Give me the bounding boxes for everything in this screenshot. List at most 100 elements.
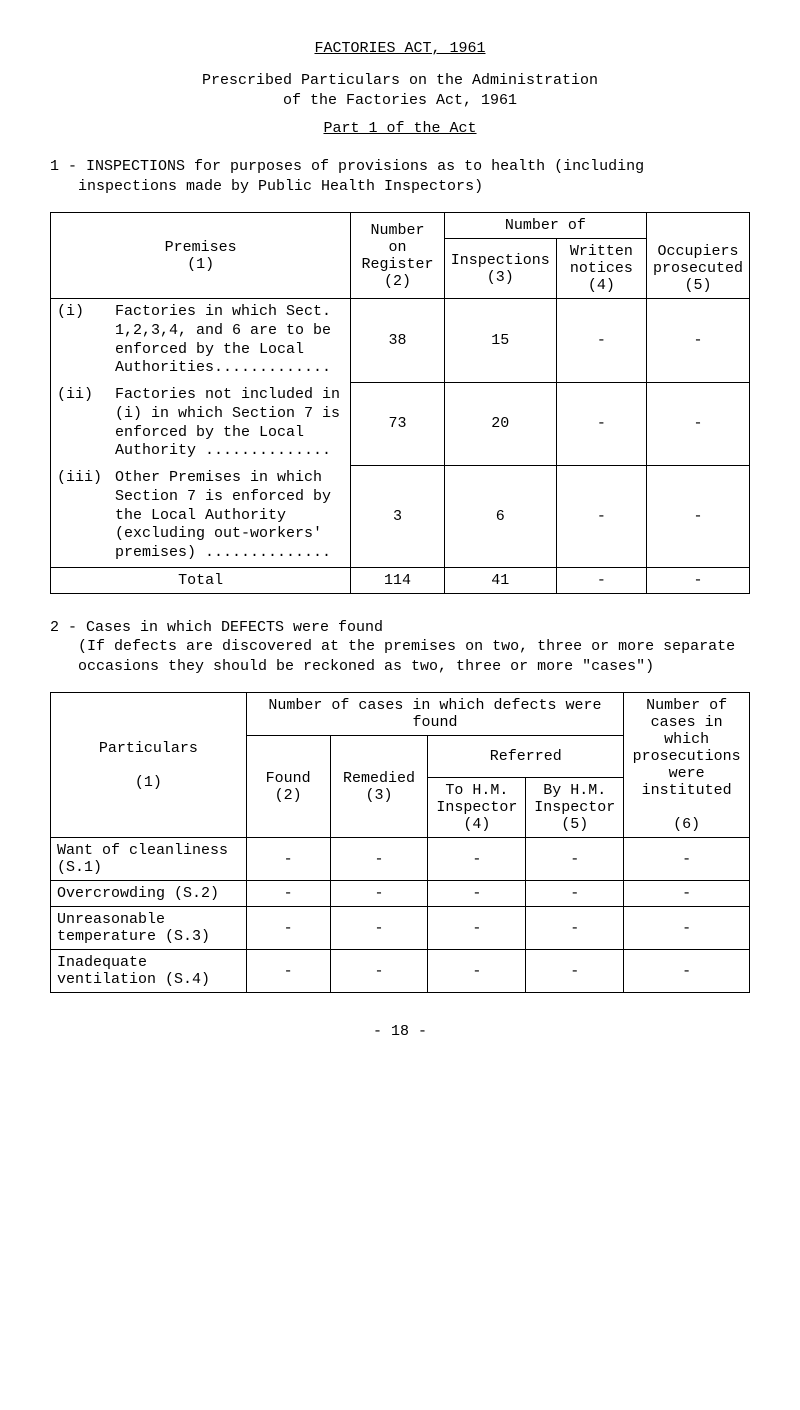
found-value: - <box>246 907 330 950</box>
to-hm-value: - <box>428 838 526 881</box>
particulars-label: Overcrowding (S.2) <box>51 881 247 907</box>
register-value: 3 <box>351 465 444 567</box>
premises-cell: (i) Factories in which Sect. 1,2,3,4, an… <box>51 299 351 383</box>
remedied-value: - <box>330 838 428 881</box>
particulars-label: Unreasonable temperature (S.3) <box>51 907 247 950</box>
header-found-label: Found <box>253 770 324 787</box>
found-value: - <box>246 950 330 993</box>
header-to-hm: To H.M. Inspector (4) <box>428 778 526 838</box>
by-hm-value: - <box>526 881 624 907</box>
header-register: Number on Register (2) <box>351 213 444 299</box>
document-title: FACTORIES ACT, 1961 <box>50 40 750 57</box>
inspections-value: 15 <box>444 299 556 383</box>
particulars-label: Want of cleanliness (S.1) <box>51 838 247 881</box>
remedied-value: - <box>330 881 428 907</box>
section-2-intro: 2 - Cases in which DEFECTS were found (I… <box>50 618 750 677</box>
header-premises-label: Premises <box>57 239 344 256</box>
total-register: 114 <box>351 567 444 593</box>
table-row: Inadequate ventilation (S.4) - - - - - <box>51 950 750 993</box>
header-premises-col: (1) <box>57 256 344 273</box>
document-subtitle: Prescribed Particulars on the Administra… <box>50 71 750 110</box>
table-row: Overcrowding (S.2) - - - - - <box>51 881 750 907</box>
header-notices-label: Written notices <box>563 243 640 277</box>
header-notices-col: (4) <box>563 277 640 294</box>
header-register-label: Number on Register <box>357 222 437 273</box>
prosecutions-value: - <box>624 950 750 993</box>
inspections-value: 6 <box>444 465 556 567</box>
table-row: Unreasonable temperature (S.3) - - - - - <box>51 907 750 950</box>
prosecutions-value: - <box>624 838 750 881</box>
found-value: - <box>246 838 330 881</box>
header-referred: Referred <box>428 736 624 778</box>
table-row: (ii) Factories not included in (i) in wh… <box>51 382 750 465</box>
to-hm-value: - <box>428 907 526 950</box>
total-label: Total <box>51 567 351 593</box>
total-row: Total 114 41 - - <box>51 567 750 593</box>
header-particulars-label: Particulars <box>57 740 240 757</box>
subtitle-line-2: of the Factories Act, 1961 <box>283 92 517 109</box>
total-notices: - <box>556 567 646 593</box>
premises-cell: (ii) Factories not included in (i) in wh… <box>51 382 351 465</box>
header-found: Found (2) <box>246 736 330 838</box>
section-1-intro: 1 - INSPECTIONS for purposes of provisio… <box>50 157 750 196</box>
notices-value: - <box>556 465 646 567</box>
header-remedied: Remedied (3) <box>330 736 428 838</box>
header-premises: Premises (1) <box>51 213 351 299</box>
premises-description: Factories not included in (i) in which S… <box>115 386 344 461</box>
header-by-hm-col: (5) <box>532 816 617 833</box>
by-hm-value: - <box>526 950 624 993</box>
header-number-of: Number of <box>444 213 646 239</box>
roman-numeral: (i) <box>57 303 107 378</box>
total-inspections: 41 <box>444 567 556 593</box>
header-particulars-col: (1) <box>57 774 240 791</box>
header-register-col: (2) <box>357 273 437 290</box>
roman-numeral: (iii) <box>57 469 107 563</box>
remedied-value: - <box>330 907 428 950</box>
total-occupiers: - <box>646 567 749 593</box>
header-prosecutions-label: Number of cases in which prosecutions we… <box>630 697 743 799</box>
header-occupiers-label: Occupiers prosecuted <box>653 243 743 277</box>
occupiers-value: - <box>646 465 749 567</box>
header-occupiers: Occupiers prosecuted (5) <box>646 239 749 299</box>
header-found-col: (2) <box>253 787 324 804</box>
notices-value: - <box>556 382 646 465</box>
table-row: (iii) Other Premises in which Section 7 … <box>51 465 750 567</box>
occupiers-value: - <box>646 299 749 383</box>
by-hm-value: - <box>526 907 624 950</box>
register-value: 73 <box>351 382 444 465</box>
inspections-table: Premises (1) Number on Register (2) Numb… <box>50 212 750 594</box>
header-by-hm: By H.M. Inspector (5) <box>526 778 624 838</box>
subtitle-line-1: Prescribed Particulars on the Administra… <box>202 72 598 89</box>
notices-value: - <box>556 299 646 383</box>
prosecutions-value: - <box>624 907 750 950</box>
header-cases-found: Number of cases in which defects were fo… <box>246 693 623 736</box>
header-occupiers-col: (5) <box>653 277 743 294</box>
prosecutions-value: - <box>624 881 750 907</box>
header-remedied-label: Remedied <box>337 770 422 787</box>
premises-description: Factories in which Sect. 1,2,3,4, and 6 … <box>115 303 344 378</box>
header-inspections-col: (3) <box>451 269 550 286</box>
remedied-value: - <box>330 950 428 993</box>
header-to-hm-label: To H.M. Inspector <box>434 782 519 816</box>
header-prosecutions-col: (6) <box>630 816 743 833</box>
premises-description: Other Premises in which Section 7 is enf… <box>115 469 344 563</box>
by-hm-value: - <box>526 838 624 881</box>
table-row: (i) Factories in which Sect. 1,2,3,4, an… <box>51 299 750 383</box>
header-inspections: Inspections (3) <box>444 239 556 299</box>
to-hm-value: - <box>428 881 526 907</box>
header-prosecutions: Number of cases in which prosecutions we… <box>624 693 750 838</box>
register-value: 38 <box>351 299 444 383</box>
header-remedied-col: (3) <box>337 787 422 804</box>
inspections-value: 20 <box>444 382 556 465</box>
defects-table: Particulars (1) Number of cases in which… <box>50 692 750 993</box>
found-value: - <box>246 881 330 907</box>
occupiers-value: - <box>646 382 749 465</box>
premises-cell: (iii) Other Premises in which Section 7 … <box>51 465 351 567</box>
header-to-hm-col: (4) <box>434 816 519 833</box>
header-by-hm-label: By H.M. Inspector <box>532 782 617 816</box>
table-row: Want of cleanliness (S.1) - - - - - <box>51 838 750 881</box>
particulars-label: Inadequate ventilation (S.4) <box>51 950 247 993</box>
header-notices: Written notices (4) <box>556 239 646 299</box>
roman-numeral: (ii) <box>57 386 107 461</box>
header-inspections-label: Inspections <box>451 252 550 269</box>
